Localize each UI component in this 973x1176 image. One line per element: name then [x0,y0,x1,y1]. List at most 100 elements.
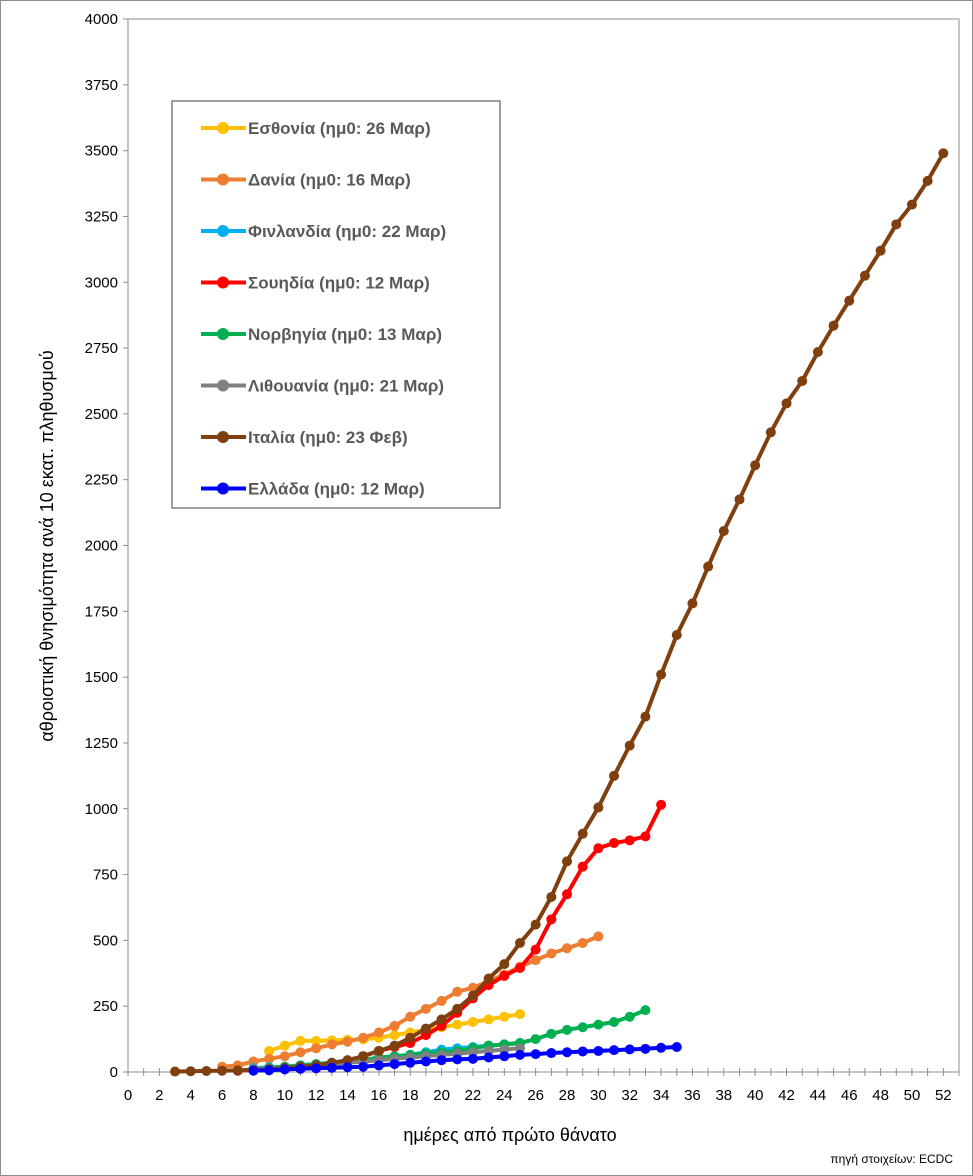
data-point [562,943,573,954]
data-point [514,938,525,949]
y-tick-label: 2500 [85,406,118,423]
data-point [483,1014,494,1025]
data-point [530,1049,541,1060]
legend-item: Δανία (ημ0: 16 Μαρ) [201,171,411,190]
data-point [389,1030,400,1041]
y-tick-label: 2250 [85,472,118,489]
data-point [797,375,808,386]
x-tick-label: 0 [124,1087,132,1104]
data-point [671,630,682,641]
data-point [546,948,557,959]
data-point [828,320,839,331]
data-point [232,1065,243,1076]
data-point [656,669,667,680]
data-point [546,1048,557,1059]
x-tick-label: 44 [810,1087,827,1104]
legend-item: Λιθουανία (ημ0: 21 Μαρ) [201,377,444,396]
legend-label: Δανία (ημ0: 16 Μαρ) [248,171,411,190]
data-point [373,1045,384,1056]
x-tick-label: 46 [841,1087,858,1104]
data-point [718,526,729,537]
data-point [279,1051,290,1062]
data-point [279,1064,290,1075]
data-point [170,1066,181,1077]
data-point [562,889,573,900]
data-point [326,1039,337,1050]
legend: Εσθονία (ημ0: 26 Μαρ) Δανία (ημ0: 16 Μαρ)… [171,100,501,509]
x-tick-label: 10 [276,1087,293,1104]
y-tick-label: 0 [110,1064,118,1081]
data-point [358,1061,369,1072]
data-point [389,1040,400,1051]
data-point [201,1065,212,1076]
data-point [311,1035,322,1046]
x-tick-label: 34 [653,1087,670,1104]
data-point [499,1011,510,1022]
data-point [640,1043,651,1054]
x-tick-label: 48 [872,1087,889,1104]
data-point [405,1032,416,1043]
data-point [483,973,494,984]
data-point [373,1060,384,1071]
data-point [514,1049,525,1060]
data-point [546,1028,557,1039]
legend-swatch-marker [217,328,229,340]
data-point [452,1054,463,1065]
series-layer [170,148,949,1077]
data-point [514,963,525,974]
y-tick-label: 1750 [85,603,118,620]
x-tick-label: 14 [339,1087,356,1104]
data-point [812,347,823,358]
data-point [405,1057,416,1068]
data-point [593,931,604,942]
x-tick-label: 38 [715,1087,732,1104]
x-tick-label: 4 [187,1087,195,1104]
data-point [295,1047,306,1058]
data-point [358,1051,369,1062]
y-axis-title: αθροιστική θνησιμότητα ανά 10 εκατ. πληθ… [37,350,57,741]
x-axis: 0 2 4 6 8 10 12 14 16 18 20 22 24 26 28 30 32 34 36 38 40 42 4… [124,1068,960,1104]
data-point [342,1055,353,1066]
data-point [906,199,917,210]
data-point [624,1011,635,1022]
data-point [452,986,463,997]
y-tick-label: 3250 [85,208,118,225]
data-point [264,1045,275,1056]
data-point [389,1020,400,1031]
data-point [859,270,870,281]
y-tick-label: 4000 [85,11,118,28]
legend-label: Ελλάδα (ημ0: 12 Μαρ) [248,480,425,499]
data-point [499,959,510,970]
data-point [389,1059,400,1070]
data-point [593,1019,604,1030]
y-tick-label: 250 [93,998,118,1015]
data-point [295,1035,306,1046]
legend-item: Ιταλία (ημ0: 23 Φεβ) [201,428,408,447]
data-point [640,831,651,842]
x-tick-label: 26 [527,1087,544,1104]
y-tick-label: 3750 [85,77,118,94]
data-point [452,1003,463,1014]
data-point [264,1053,275,1064]
data-point [687,598,698,609]
x-tick-label: 8 [249,1087,257,1104]
data-point [593,1045,604,1056]
data-point [640,711,651,722]
legend-label: Ιταλία (ημ0: 23 Φεβ) [248,428,408,447]
legend-swatch-marker [217,482,229,495]
data-point [577,828,588,839]
y-tick-label: 3500 [85,143,118,160]
data-point [609,1016,620,1027]
data-point [358,1032,369,1043]
data-point [342,1036,353,1047]
data-point [467,1053,478,1064]
data-point [420,1056,431,1067]
data-point [530,944,541,955]
data-point [279,1040,290,1051]
data-point [436,995,447,1006]
data-point [609,770,620,781]
data-point [436,1014,447,1025]
data-point [499,970,510,981]
x-tick-label: 52 [935,1087,952,1104]
